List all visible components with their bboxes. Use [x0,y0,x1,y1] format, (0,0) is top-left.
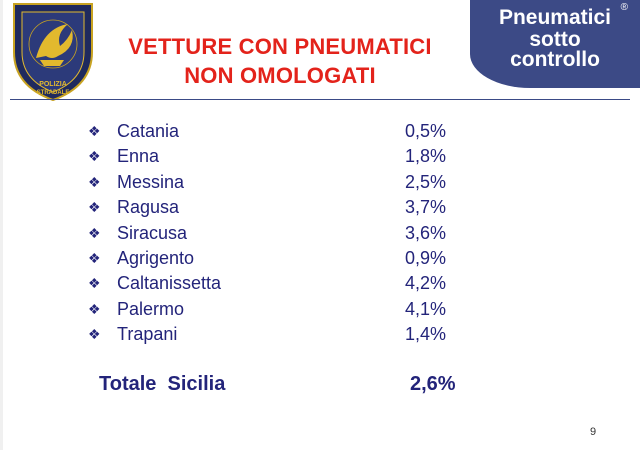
province-name: Agrigento [117,247,195,268]
total-label: Totale Sicilia [99,373,226,395]
svg-text:POLIZIA: POLIZIA [39,81,67,88]
province-name: Enna [117,146,160,167]
diamond-bullet-icon: ❖ [88,123,101,139]
province-name: Ragusa [117,197,180,218]
province-name: Catania [117,121,180,141]
list-item: ❖ Agrigento 0,9% [88,246,488,271]
badge-line-2: sotto [529,28,581,51]
list-item: ❖ Siracusa 3,6% [88,221,488,246]
province-name: Messina [117,171,185,192]
province-percentage: 0,9% [405,247,447,268]
diamond-bullet-icon: ❖ [88,148,101,165]
list-item: ❖ Caltanissetta 4,2% [88,271,488,296]
diamond-bullet-icon: ❖ [88,173,101,190]
province-percentage: 0,5% [405,121,447,141]
province-percentage: 4,1% [405,298,447,319]
list-item: ❖ Trapani 1,4% [88,322,488,347]
header-divider [10,99,630,100]
list-item: ❖ Messina 2,5% [88,170,488,195]
total-row: Totale Sicilia 2,6% [99,371,499,399]
diamond-bullet-icon: ❖ [88,275,101,292]
list-item: ❖ Palermo 4,1% [88,297,488,322]
list-item: ❖ Ragusa 3,7% [88,195,488,220]
diamond-bullet-icon: ❖ [88,300,101,317]
badge-line-1: Pneumatici [498,6,612,29]
province-name: Caltanissetta [117,273,222,294]
badge-line-3: controllo [510,48,600,71]
province-name: Palermo [117,298,185,319]
province-percentage: 2,5% [405,171,447,192]
province-name: Siracusa [117,222,188,243]
title-line-1: VETTURE CON PNEUMATICI [128,34,432,59]
diamond-bullet-icon: ❖ [88,326,101,343]
province-list: ❖ Catania 0,5% ❖ Enna 1,8% ❖ Messina 2,5… [88,119,488,348]
province-percentage: 3,7% [405,197,447,218]
registered-mark: ® [620,2,628,13]
svg-text:STRADALE: STRADALE [37,90,70,96]
province-percentage: 1,8% [405,146,447,167]
title-line-2: NON OMOLOGATI [184,63,376,88]
province-percentage: 4,2% [405,273,447,294]
province-percentage: 1,4% [405,324,447,345]
list-item: ❖ Catania 0,5% [88,119,488,144]
province-name: Trapani [117,324,178,345]
list-item: ❖ Enna 1,8% [88,144,488,169]
left-border [0,0,3,450]
total-value: 2,6% [410,373,456,395]
diamond-bullet-icon: ❖ [88,224,101,241]
slide-title: VETTURE CON PNEUMATICI NON OMOLOGATI [90,32,470,90]
page-number: 9 [590,426,597,438]
polizia-stradale-logo: POLIZIA STRADALE [13,3,93,102]
campaign-badge: Pneumatici ® sotto controllo [470,0,640,88]
diamond-bullet-icon: ❖ [88,199,101,216]
province-percentage: 3,6% [405,222,447,243]
diamond-bullet-icon: ❖ [88,249,101,266]
